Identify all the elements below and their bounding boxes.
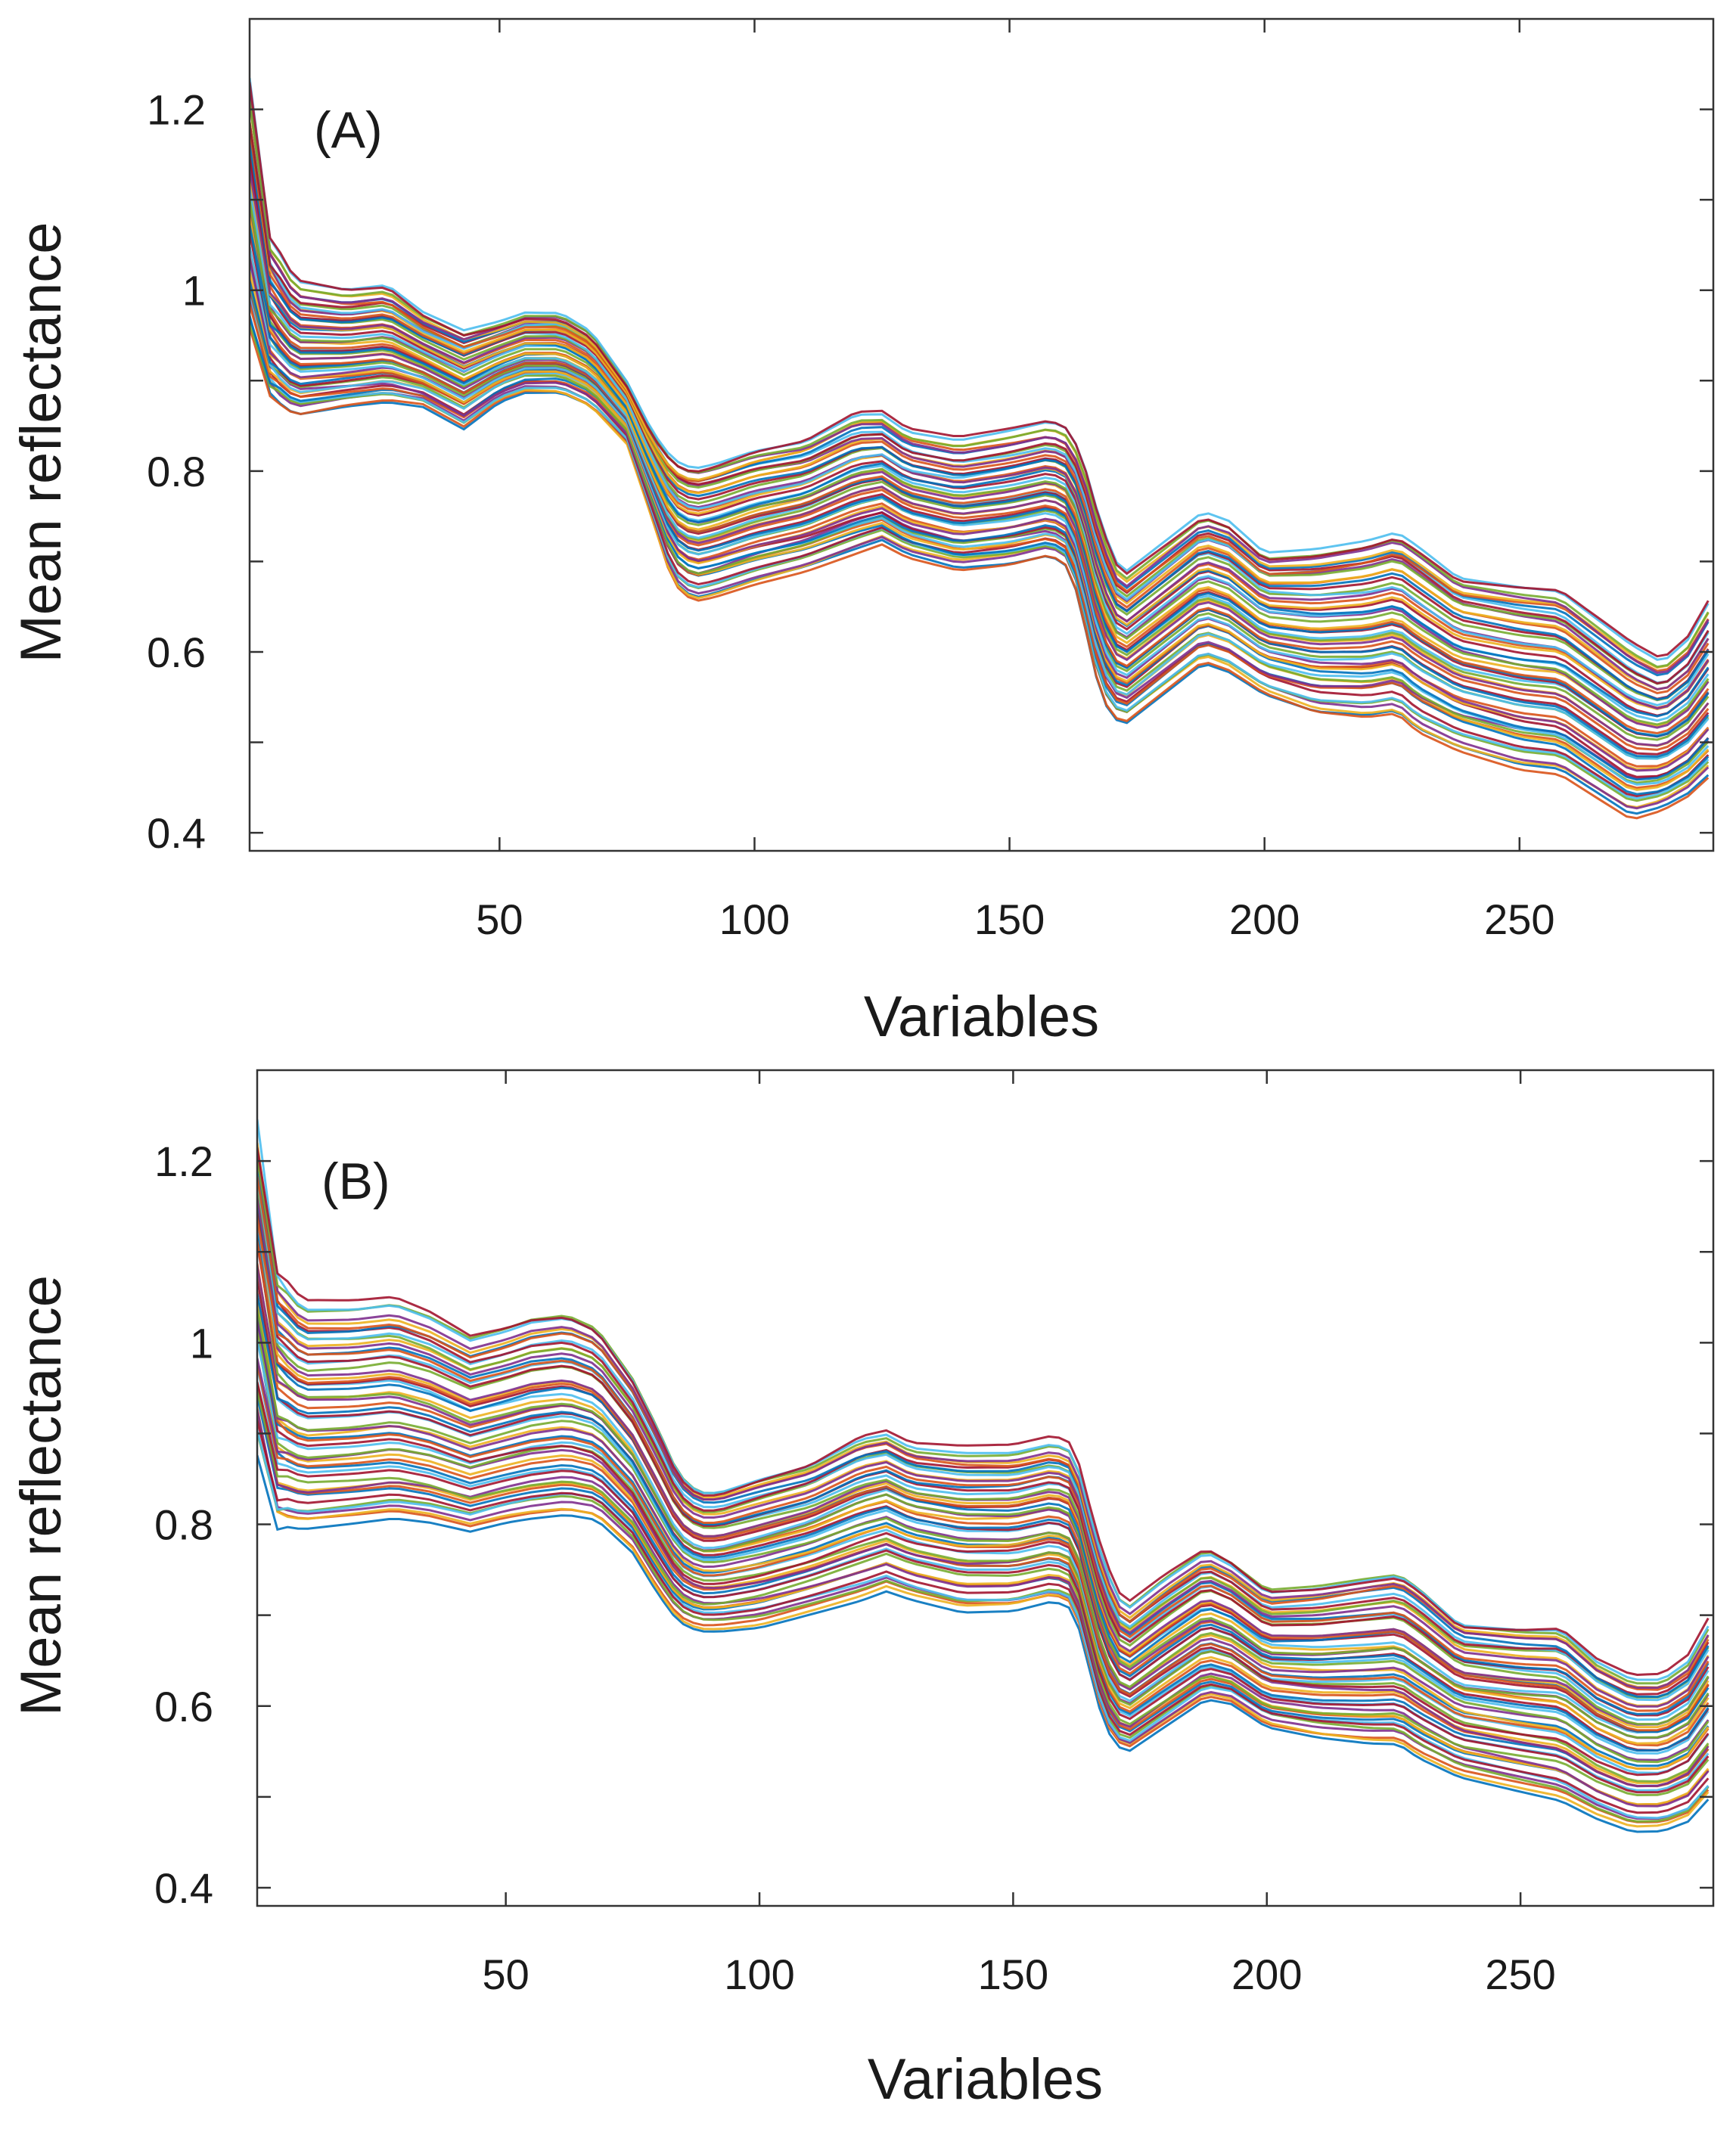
chart-panel-a: 0.4 0.6 0.8 1 1.2 50 100 150 200 250 (A) Variables M… bbox=[9, 17, 1715, 1049]
series-line bbox=[257, 1240, 1710, 1732]
x-tick-label: 50 bbox=[476, 895, 523, 943]
series-line bbox=[257, 1197, 1710, 1716]
series-line bbox=[257, 1314, 1710, 1777]
series-line bbox=[257, 1420, 1710, 1814]
series-line bbox=[250, 296, 1710, 810]
chart-panel-b: 0.4 0.6 0.8 1 1.2 50 100 150 200 250 (B) Variables M… bbox=[9, 1069, 1715, 2112]
x-tick-label: 150 bbox=[978, 1951, 1048, 1998]
y-axis-label: Mean reflectance bbox=[9, 222, 73, 663]
series-line bbox=[250, 101, 1710, 669]
y-tick-label: 0.4 bbox=[154, 1864, 213, 1912]
series-line bbox=[257, 1293, 1710, 1752]
y-tick-label: 1.2 bbox=[154, 1137, 213, 1185]
series-line bbox=[257, 1358, 1710, 1788]
series-line bbox=[257, 1142, 1710, 1689]
series-line bbox=[257, 1277, 1710, 1752]
series-group bbox=[257, 1119, 1710, 1833]
panel-label: (B) bbox=[321, 1153, 390, 1210]
plot-frame bbox=[256, 1069, 1715, 1907]
series-line bbox=[257, 1325, 1710, 1783]
x-tick-label: 100 bbox=[719, 895, 790, 943]
x-axis-label: Variables bbox=[868, 2047, 1103, 2112]
x-tick-label: 200 bbox=[1229, 895, 1300, 943]
series-line bbox=[257, 1296, 1710, 1771]
series-line bbox=[257, 1171, 1710, 1699]
y-tick-label: 0.4 bbox=[147, 809, 206, 857]
x-tick-label: 250 bbox=[1484, 895, 1554, 943]
series-line bbox=[257, 1155, 1710, 1696]
series-group bbox=[250, 77, 1710, 820]
series-line bbox=[250, 317, 1710, 796]
series-line bbox=[257, 1226, 1710, 1733]
series-line bbox=[250, 260, 1710, 786]
series-line bbox=[250, 77, 1710, 661]
series-line bbox=[250, 218, 1710, 747]
series-line bbox=[250, 141, 1710, 709]
series-line bbox=[257, 1277, 1710, 1755]
y-tick-label: 0.8 bbox=[147, 448, 206, 495]
series-line bbox=[257, 1308, 1710, 1764]
y-tick-label: 0.8 bbox=[154, 1501, 213, 1549]
x-tick-label: 100 bbox=[724, 1951, 794, 1998]
x-tick-label: 250 bbox=[1485, 1951, 1555, 1998]
series-line bbox=[250, 327, 1710, 820]
series-line bbox=[250, 177, 1710, 735]
series-line bbox=[250, 82, 1710, 658]
series-line bbox=[257, 1407, 1710, 1828]
plot-frame bbox=[248, 17, 1715, 852]
series-line bbox=[257, 1218, 1710, 1712]
series-line bbox=[257, 1291, 1710, 1771]
y-tick-label: 0.6 bbox=[147, 628, 206, 676]
series-line bbox=[257, 1429, 1710, 1820]
series-line bbox=[257, 1194, 1710, 1708]
series-line bbox=[257, 1205, 1710, 1726]
y-tick-label: 1 bbox=[190, 1319, 213, 1367]
series-line bbox=[257, 1119, 1710, 1681]
y-tick-label: 1.2 bbox=[147, 86, 206, 134]
series-line bbox=[257, 1203, 1710, 1717]
series-line bbox=[257, 1147, 1710, 1677]
series-line bbox=[257, 1150, 1710, 1689]
series-line bbox=[257, 1237, 1710, 1739]
x-tick-label: 200 bbox=[1231, 1951, 1302, 1998]
y-tick-label: 0.6 bbox=[154, 1683, 213, 1730]
series-line bbox=[250, 98, 1710, 672]
x-tick-label: 50 bbox=[483, 1951, 529, 1998]
series-line bbox=[250, 155, 1710, 717]
x-axis-label: Variables bbox=[864, 985, 1099, 1049]
series-line bbox=[250, 185, 1710, 737]
series-line bbox=[257, 1321, 1710, 1761]
series-line bbox=[250, 201, 1710, 747]
panel-label: (A) bbox=[314, 101, 383, 159]
x-tick-label: 150 bbox=[974, 895, 1045, 943]
y-tick-label: 1 bbox=[182, 267, 206, 315]
series-line bbox=[250, 246, 1710, 760]
y-axis-label: Mean reflectance bbox=[9, 1275, 73, 1716]
series-line bbox=[257, 1410, 1710, 1823]
series-line bbox=[250, 196, 1710, 726]
series-line bbox=[250, 168, 1710, 710]
series-line bbox=[250, 209, 1710, 751]
series-line bbox=[257, 1267, 1710, 1745]
series-line bbox=[257, 1454, 1710, 1833]
series-line bbox=[257, 1178, 1710, 1702]
series-line bbox=[257, 1381, 1710, 1794]
series-line bbox=[257, 1390, 1710, 1797]
